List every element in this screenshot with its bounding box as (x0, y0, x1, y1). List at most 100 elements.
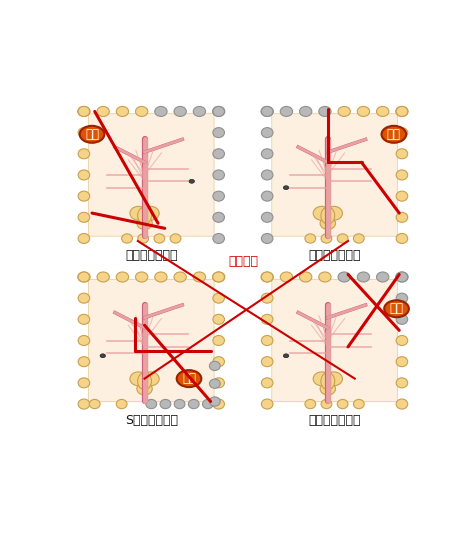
Ellipse shape (321, 373, 335, 390)
Ellipse shape (357, 106, 370, 116)
Ellipse shape (213, 233, 225, 244)
Ellipse shape (261, 399, 273, 409)
Ellipse shape (354, 399, 364, 409)
Ellipse shape (396, 357, 408, 367)
Ellipse shape (78, 170, 90, 180)
Ellipse shape (376, 106, 389, 116)
Ellipse shape (213, 128, 225, 138)
Ellipse shape (174, 272, 186, 282)
Text: がん: がん (85, 128, 99, 141)
Ellipse shape (396, 106, 408, 116)
Ellipse shape (261, 191, 273, 201)
Ellipse shape (319, 106, 331, 116)
Text: 結腸部分切除術: 結腸部分切除術 (308, 414, 361, 428)
Ellipse shape (261, 272, 273, 282)
Ellipse shape (130, 372, 147, 386)
Ellipse shape (116, 106, 128, 116)
Ellipse shape (170, 234, 181, 243)
Ellipse shape (213, 272, 225, 282)
Ellipse shape (212, 106, 225, 116)
Ellipse shape (261, 315, 273, 324)
Ellipse shape (154, 234, 165, 243)
Ellipse shape (155, 106, 167, 116)
Ellipse shape (376, 272, 389, 282)
Ellipse shape (136, 272, 148, 282)
Ellipse shape (136, 106, 148, 116)
FancyBboxPatch shape (89, 279, 214, 402)
Ellipse shape (189, 179, 194, 183)
Ellipse shape (213, 378, 225, 388)
Ellipse shape (283, 186, 289, 190)
Ellipse shape (100, 354, 106, 358)
Text: がん: がん (387, 128, 401, 141)
Ellipse shape (326, 372, 342, 386)
Ellipse shape (78, 335, 90, 345)
Ellipse shape (78, 106, 90, 116)
Ellipse shape (261, 335, 273, 345)
Ellipse shape (78, 233, 90, 244)
Ellipse shape (283, 354, 289, 358)
Ellipse shape (155, 272, 167, 282)
Ellipse shape (78, 293, 90, 303)
Ellipse shape (261, 106, 273, 116)
Ellipse shape (78, 191, 90, 201)
Text: がん: がん (390, 302, 403, 315)
Ellipse shape (305, 399, 316, 409)
Ellipse shape (160, 399, 171, 409)
Ellipse shape (116, 272, 128, 282)
Ellipse shape (137, 373, 152, 390)
Ellipse shape (78, 149, 90, 159)
Ellipse shape (337, 399, 348, 409)
Ellipse shape (396, 378, 408, 388)
Ellipse shape (210, 397, 220, 406)
Ellipse shape (338, 106, 350, 116)
Ellipse shape (396, 272, 408, 282)
FancyBboxPatch shape (89, 114, 214, 236)
Ellipse shape (261, 106, 273, 116)
Ellipse shape (78, 213, 90, 222)
Ellipse shape (213, 170, 225, 180)
Ellipse shape (261, 293, 273, 303)
Ellipse shape (174, 106, 186, 116)
Ellipse shape (261, 357, 273, 367)
Ellipse shape (137, 207, 152, 224)
Ellipse shape (78, 399, 90, 409)
Ellipse shape (142, 372, 159, 386)
Ellipse shape (202, 399, 213, 409)
Ellipse shape (116, 399, 127, 409)
FancyBboxPatch shape (272, 114, 397, 236)
Ellipse shape (78, 272, 90, 282)
Ellipse shape (97, 106, 109, 116)
Ellipse shape (320, 383, 336, 395)
Ellipse shape (213, 106, 225, 116)
Ellipse shape (313, 372, 330, 386)
Ellipse shape (213, 357, 225, 367)
Ellipse shape (210, 362, 220, 371)
Ellipse shape (280, 106, 292, 116)
Ellipse shape (78, 106, 90, 116)
Ellipse shape (354, 234, 364, 243)
Ellipse shape (396, 128, 408, 138)
Ellipse shape (146, 399, 157, 409)
Ellipse shape (78, 272, 90, 282)
Ellipse shape (212, 272, 225, 282)
Ellipse shape (261, 149, 273, 159)
Ellipse shape (174, 399, 185, 409)
Ellipse shape (138, 234, 149, 243)
Text: 切除範囲: 切除範囲 (228, 255, 258, 269)
Ellipse shape (396, 315, 408, 324)
Ellipse shape (396, 170, 408, 180)
Ellipse shape (137, 217, 152, 230)
Ellipse shape (320, 217, 336, 230)
Ellipse shape (193, 272, 206, 282)
Ellipse shape (396, 399, 408, 409)
Ellipse shape (321, 399, 332, 409)
Ellipse shape (396, 335, 408, 345)
Ellipse shape (261, 170, 273, 180)
Ellipse shape (313, 206, 330, 220)
Ellipse shape (130, 206, 147, 220)
Ellipse shape (213, 315, 225, 324)
Ellipse shape (382, 126, 406, 143)
Ellipse shape (261, 128, 273, 138)
Text: がん: がん (182, 372, 196, 385)
